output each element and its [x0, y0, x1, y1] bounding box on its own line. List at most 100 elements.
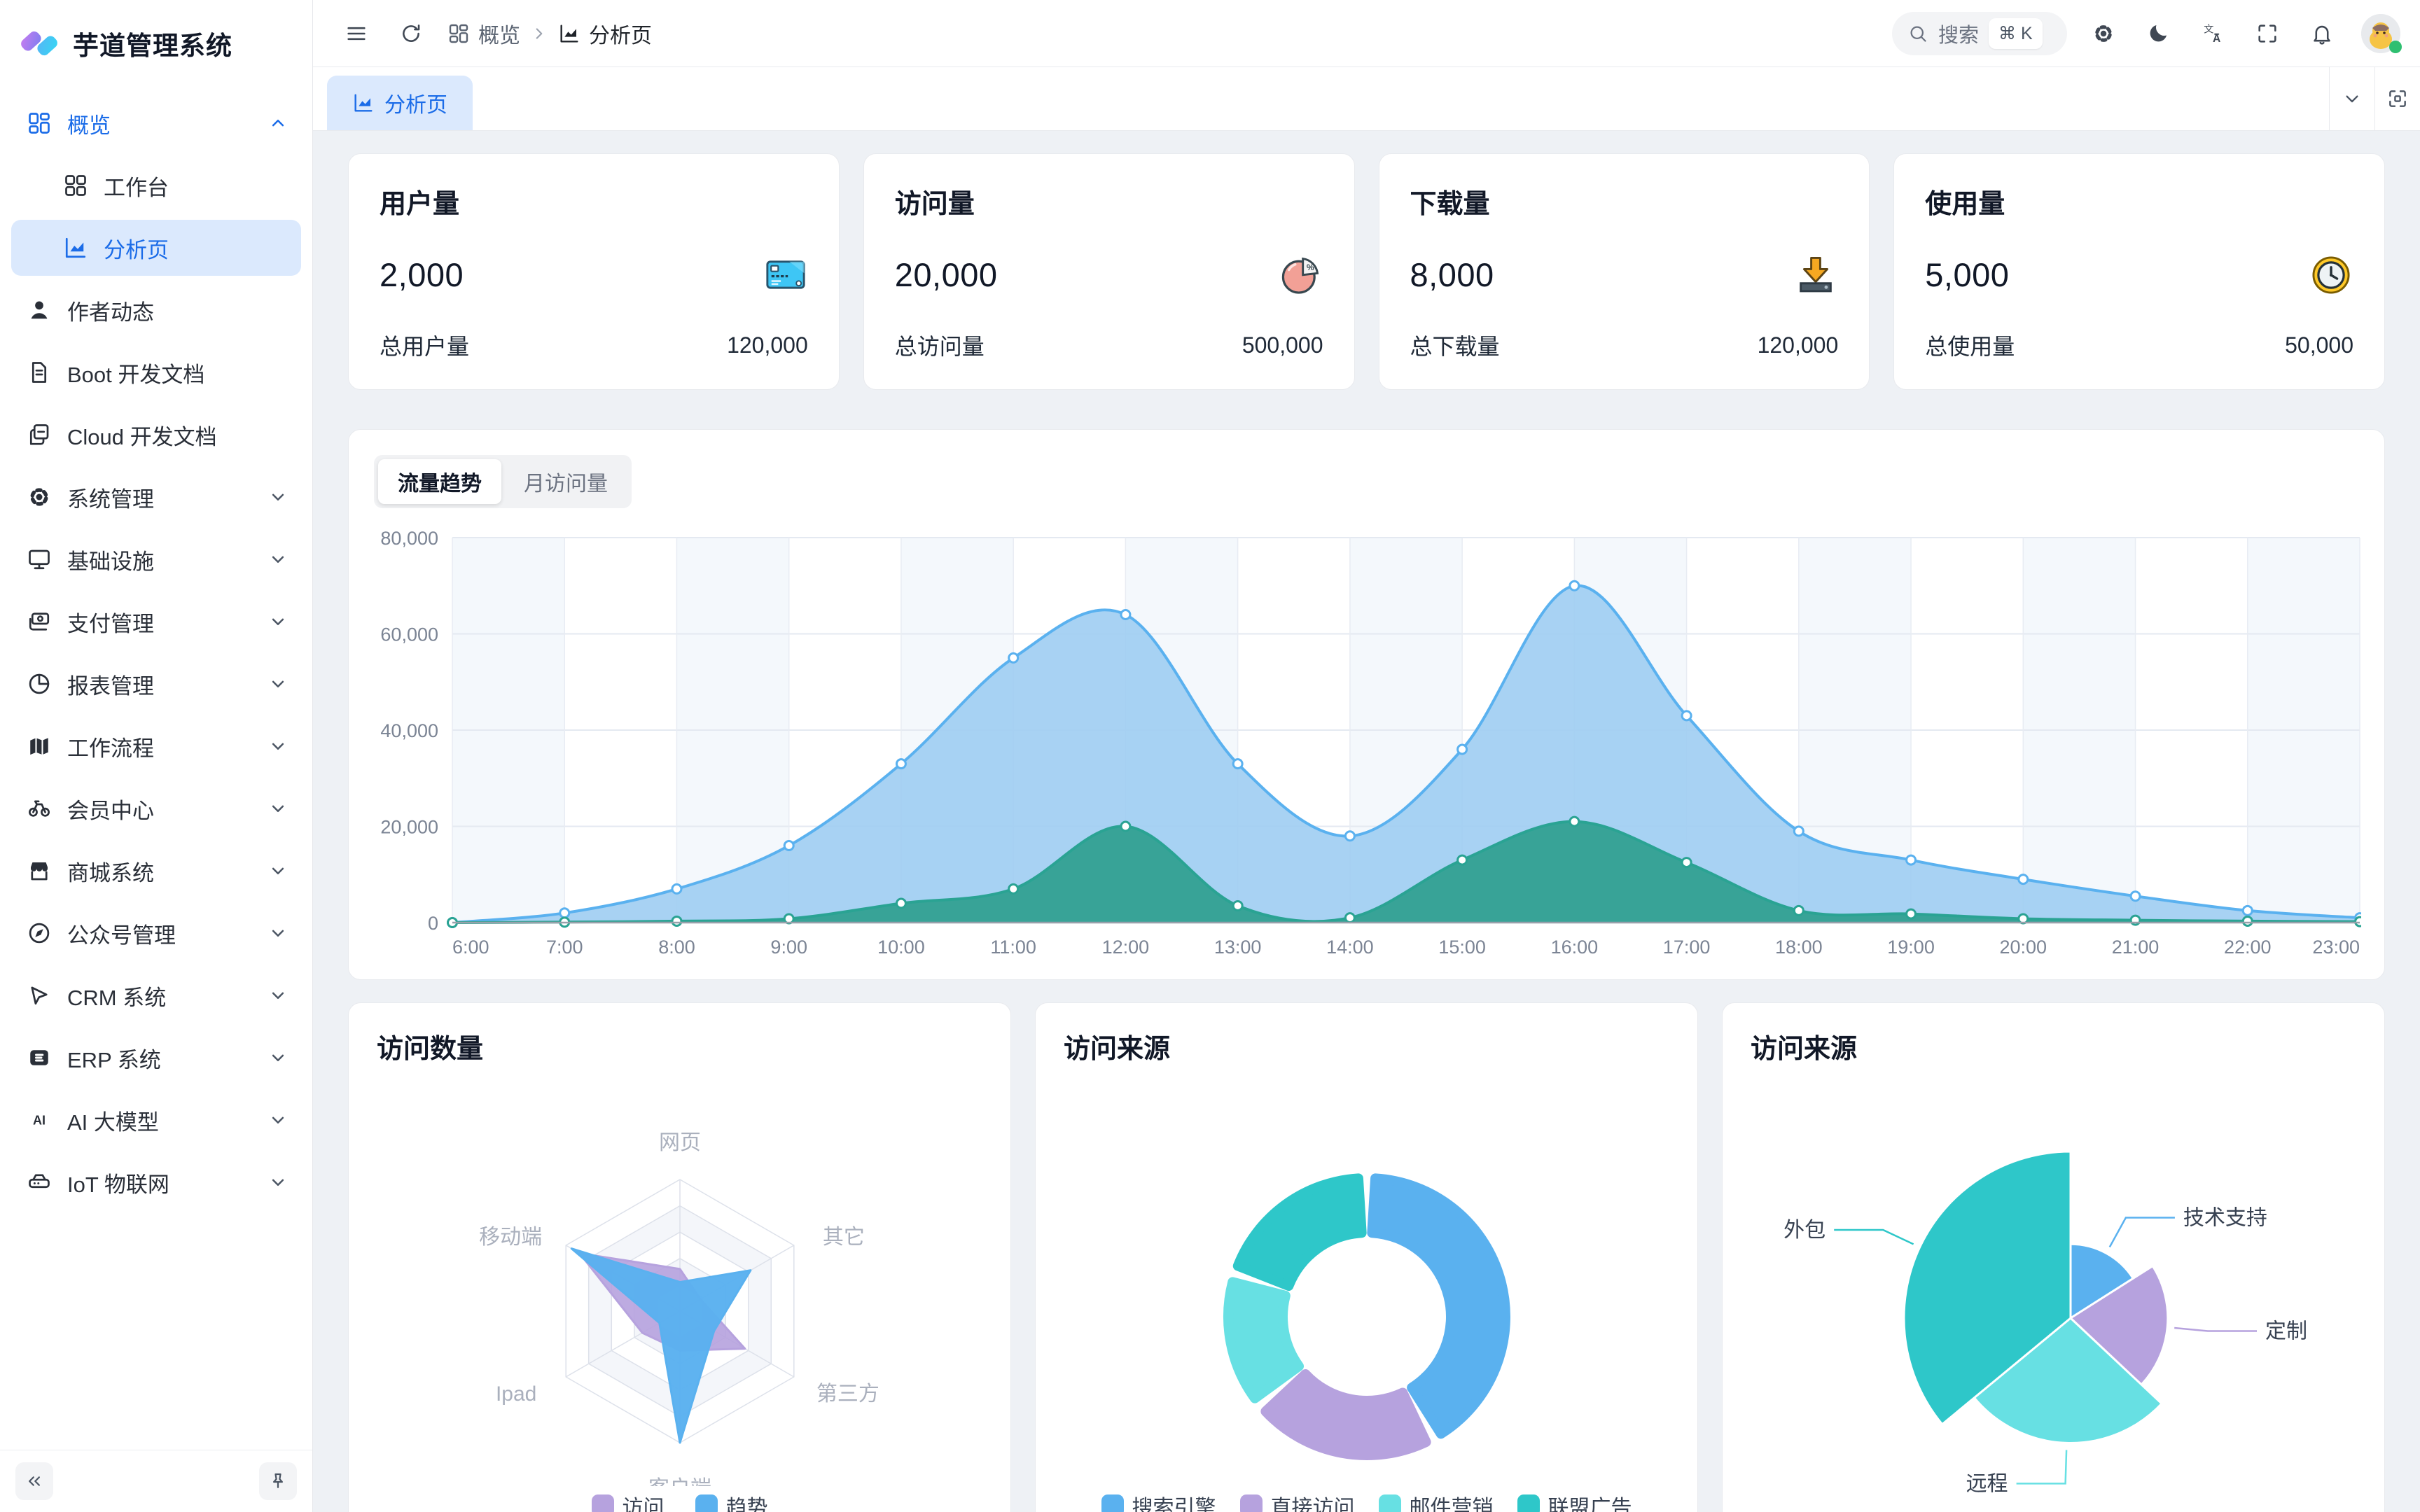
sidebar-item-15[interactable]: IoT 物联网 — [11, 1154, 301, 1210]
sidebar-collapse-button[interactable] — [15, 1462, 53, 1500]
gear-icon — [30, 488, 48, 506]
refresh-button[interactable] — [393, 15, 429, 52]
sidebar-item-14[interactable]: AI AI 大模型 — [11, 1092, 301, 1148]
bike-icon — [29, 800, 50, 817]
areachart-icon — [354, 94, 373, 112]
chevron-right-icon — [536, 27, 543, 39]
svg-text:文: 文 — [2204, 24, 2213, 35]
svg-text:技术支持: 技术支持 — [2183, 1206, 2267, 1229]
sidebar-item-6[interactable]: 支付管理 — [11, 594, 301, 650]
sidebar-item-13[interactable]: ERP 系统 — [11, 1030, 301, 1086]
trend-tab-月访问量[interactable]: 月访问量 — [524, 472, 608, 496]
settings-icon — [2095, 24, 2112, 42]
sidebar-subitem-分析页[interactable]: 分析页 — [11, 220, 301, 276]
legend-item-直接访问[interactable]: 直接访问 — [1239, 1490, 1355, 1512]
breadcrumb-label: 概览 — [478, 24, 520, 48]
sidebar-item-3[interactable]: Cloud 开发文档 — [11, 407, 301, 463]
stat-footer-label: 总用户量 — [380, 334, 470, 359]
monitor-icon — [29, 550, 50, 570]
crm-icon — [31, 986, 48, 1005]
stat-value: 20,000 — [894, 256, 998, 293]
sidebar-item-1[interactable]: 作者动态 — [11, 282, 301, 338]
notifications-button[interactable] — [2304, 15, 2340, 52]
sidebar-subitem-工作台[interactable]: 工作台 — [11, 158, 301, 214]
chevron-down-icon — [272, 743, 284, 750]
tab-bar: 分析页 — [313, 67, 2420, 131]
stat-footer-value: 50,000 — [2285, 332, 2353, 358]
compass-icon — [29, 923, 50, 944]
areachart-icon — [65, 237, 86, 258]
sidebar-item-2[interactable]: Boot 开发文档 — [11, 344, 301, 400]
stat-footer-label: 总下载量 — [1410, 334, 1500, 359]
tab-options-button[interactable] — [2329, 67, 2374, 130]
donut-legend: 搜索引擎 直接访问 邮件营销 联盟广告 — [1036, 1490, 1697, 1512]
card-title: 访问数量 — [377, 1035, 484, 1064]
stat-title: 下载量 — [1410, 190, 1490, 219]
stat-card-访问量: 访问量 20,000% 总访问量 500,000 — [863, 153, 1355, 390]
breadcrumb-item-overview[interactable]: 概览 — [447, 18, 520, 49]
legend-item-搜索引擎[interactable]: 搜索引擎 — [1101, 1490, 1216, 1512]
stat-value: 8,000 — [1410, 256, 1494, 293]
stat-title: 访问量 — [894, 190, 975, 219]
shop-icon — [31, 862, 48, 881]
user-avatar[interactable] — [2361, 13, 2402, 53]
legend-item-访问[interactable]: 访问 — [591, 1490, 665, 1512]
sidebar-footer — [0, 1450, 312, 1512]
settings-button[interactable] — [2085, 15, 2122, 52]
trend-tabs: 流量趋势 月访问量 — [374, 455, 632, 508]
menu-toggle-button[interactable] — [338, 15, 375, 52]
app-logo-icon — [21, 31, 57, 56]
stat-value: 5,000 — [1925, 256, 2010, 293]
workflow-icon — [30, 737, 48, 755]
traffic-trend-card: 流量趋势 月访问量 0 20,000 40,000 60,000 80,000 6:00 7:… — [348, 429, 2385, 980]
sidebar-item-5[interactable]: 基础设施 — [11, 531, 301, 587]
fullscreen-button[interactable] — [2249, 15, 2286, 52]
legend-item-联盟广告[interactable]: 联盟广告 — [1517, 1490, 1632, 1512]
svg-text:A: A — [2213, 33, 2220, 45]
files-icon — [29, 424, 49, 445]
svg-text:13:00: 13:00 — [1214, 937, 1262, 958]
svg-text:17:00: 17:00 — [1663, 937, 1711, 958]
svg-text:23:00: 23:00 — [2312, 937, 2360, 958]
search-input[interactable]: 搜索 ⌘ K — [1892, 11, 2067, 55]
svg-text:9:00: 9:00 — [770, 937, 807, 958]
online-status-dot — [2389, 40, 2402, 53]
trend-tab-流量趋势[interactable]: 流量趋势 — [378, 459, 501, 504]
svg-text:20:00: 20:00 — [2000, 937, 2047, 958]
sidebar-item-10[interactable]: 商城系统 — [11, 843, 301, 899]
svg-text:12:00: 12:00 — [1102, 937, 1150, 958]
maximize-icon — [2389, 90, 2406, 107]
sidebar-item-11[interactable]: 公众号管理 — [11, 905, 301, 961]
sidebar-pin-button[interactable] — [259, 1462, 297, 1500]
logo[interactable]: 芋道管理系统 — [0, 0, 312, 77]
chevron-down-icon — [272, 867, 284, 874]
breadcrumb-item-analysis[interactable]: 分析页 — [558, 18, 652, 49]
sidebar-item-7[interactable]: 报表管理 — [11, 656, 301, 712]
legend-item-趋势[interactable]: 趋势 — [695, 1490, 768, 1512]
sidebar-item-4[interactable]: 系统管理 — [11, 469, 301, 525]
pay-icon — [29, 612, 50, 631]
pin-icon — [273, 1473, 283, 1488]
tab-maximize-button[interactable] — [2374, 67, 2420, 130]
radar-chart: 网页其它第三方客户端 Ipad 移动端 — [479, 1131, 879, 1486]
sidebar-item-8[interactable]: 工作流程 — [11, 718, 301, 774]
dark-mode-button[interactable] — [2140, 15, 2176, 52]
credit-card-icon — [766, 260, 805, 289]
legend-item-邮件营销[interactable]: 邮件营销 — [1378, 1490, 1494, 1512]
svg-text:80,000: 80,000 — [380, 528, 438, 549]
stat-footer-value: 120,000 — [1757, 332, 1839, 358]
tab-analysis-page[interactable]: 分析页 — [327, 76, 473, 130]
stats-row: 用户量 2,000 总用户量 120,000 访问量 20,000% 总访问量 500,000… — [348, 153, 2385, 390]
sidebar-item-9[interactable]: 会员中心 — [11, 780, 301, 836]
sidebar-item-12[interactable]: CRM 系统 — [11, 967, 301, 1023]
chevron-down-icon — [272, 1116, 284, 1124]
search-icon — [1910, 26, 1926, 42]
svg-text:40,000: 40,000 — [380, 720, 438, 741]
sidebar-item-0[interactable]: 概览 — [11, 95, 301, 151]
visit-source-donut-card: 访问来源 搜索引擎 直接访问 邮件营销 联盟广告 — [1035, 1002, 1698, 1512]
svg-text:其它: 其它 — [823, 1226, 865, 1249]
svg-text:8:00: 8:00 — [658, 937, 695, 958]
